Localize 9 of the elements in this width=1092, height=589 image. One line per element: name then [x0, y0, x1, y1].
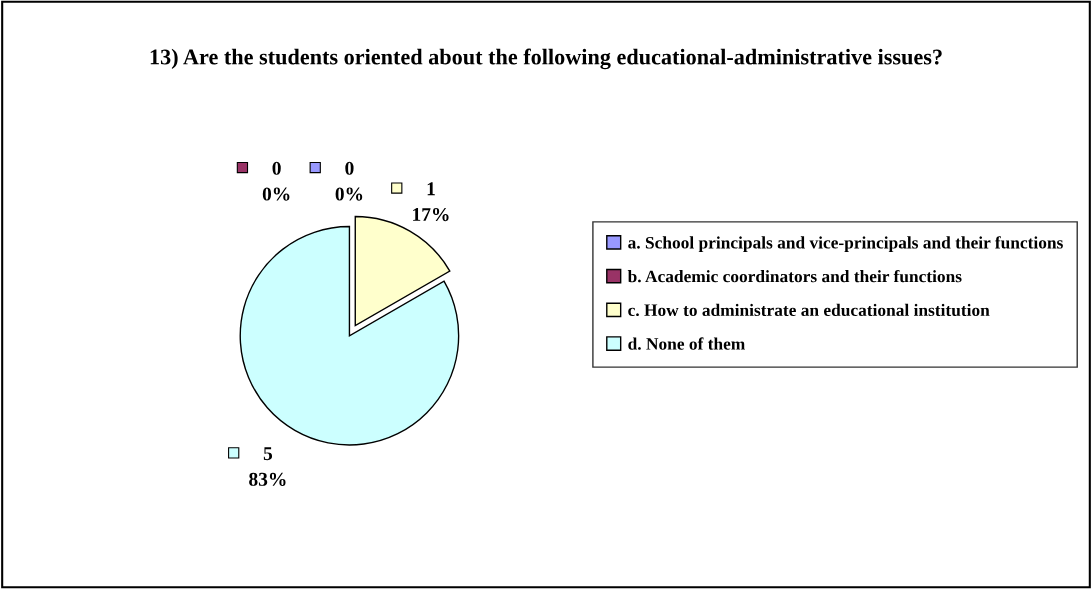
text: 0 0%: [335, 161, 363, 201]
legend-label: b. Academic coordinators and their functions: [627, 269, 962, 283]
text: 0 0%: [262, 161, 290, 201]
legend-label: d. None of them: [628, 337, 745, 350]
legend-label: a. School principals and vice-principals and their functions: [628, 236, 1063, 253]
data-label: 5 83%: [249, 447, 286, 486]
legend-label: c. How to administrate an educational institution: [628, 303, 990, 317]
data-label: 1 17%: [413, 182, 449, 222]
chart-title: 13) Are the students oriented about the following educational-administrative issues?: [150, 48, 942, 70]
